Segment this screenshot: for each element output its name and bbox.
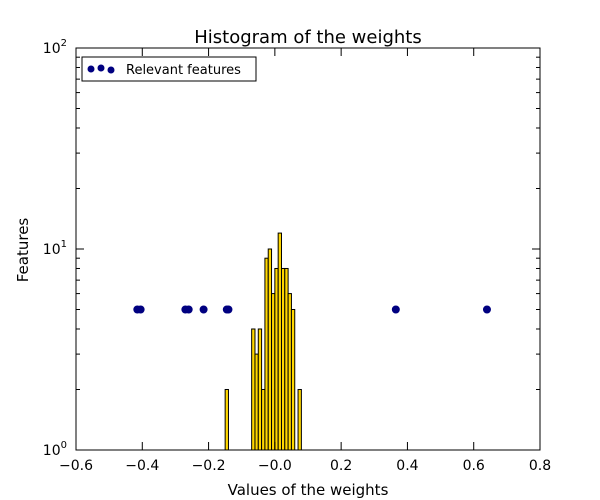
histogram-bar <box>290 309 296 451</box>
x-tick-label: −0.6 <box>59 458 93 474</box>
legend-label: Relevant features <box>126 63 241 78</box>
x-tick-label: 0.2 <box>330 458 352 474</box>
axes: −0.6 −0.4 −0.2 −0.0 0.2 0.4 0.6 0.8 100 101 102 <box>43 38 551 474</box>
x-tick-label: 0.6 <box>463 458 485 474</box>
x-tick-label: −0.2 <box>192 458 226 474</box>
x-tick-label: −0.4 <box>125 458 159 474</box>
relevant-feature-point <box>199 305 208 314</box>
legend-marker-1 <box>87 65 95 73</box>
x-tick-label: −0.0 <box>258 458 292 474</box>
x-tick-label: 0.8 <box>529 458 551 474</box>
y-tick-label: 102 <box>43 38 67 57</box>
relevant-feature-point <box>184 305 193 314</box>
relevant-feature-point <box>136 305 145 314</box>
y-axis-label: Features <box>14 218 32 283</box>
relevant-feature-point <box>482 305 491 314</box>
legend-marker-3 <box>107 66 115 74</box>
y-tick-label: 101 <box>43 239 67 258</box>
legend: Relevant features <box>81 56 257 82</box>
histogram-bar <box>224 388 229 451</box>
histogram-bar <box>297 388 302 451</box>
chart-title: Histogram of the weights <box>194 27 422 48</box>
x-axis-label: Values of the weights <box>228 481 389 499</box>
y-tick-label: 100 <box>43 440 67 459</box>
relevant-feature-point <box>224 305 233 314</box>
relevant-feature-point <box>391 305 400 314</box>
legend-marker-2 <box>97 64 105 72</box>
x-tick-label: 0.4 <box>396 458 418 474</box>
